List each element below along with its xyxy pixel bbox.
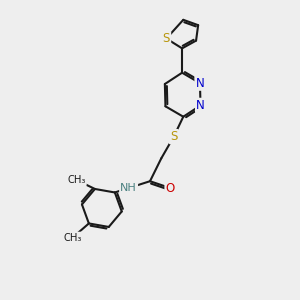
- Text: NH: NH: [120, 183, 137, 193]
- Text: CH₃: CH₃: [63, 233, 82, 243]
- Text: N: N: [196, 99, 205, 112]
- Text: S: S: [170, 130, 178, 143]
- Text: N: N: [196, 76, 204, 90]
- Text: CH₃: CH₃: [67, 175, 86, 185]
- Text: S: S: [163, 32, 170, 45]
- Text: O: O: [166, 182, 175, 194]
